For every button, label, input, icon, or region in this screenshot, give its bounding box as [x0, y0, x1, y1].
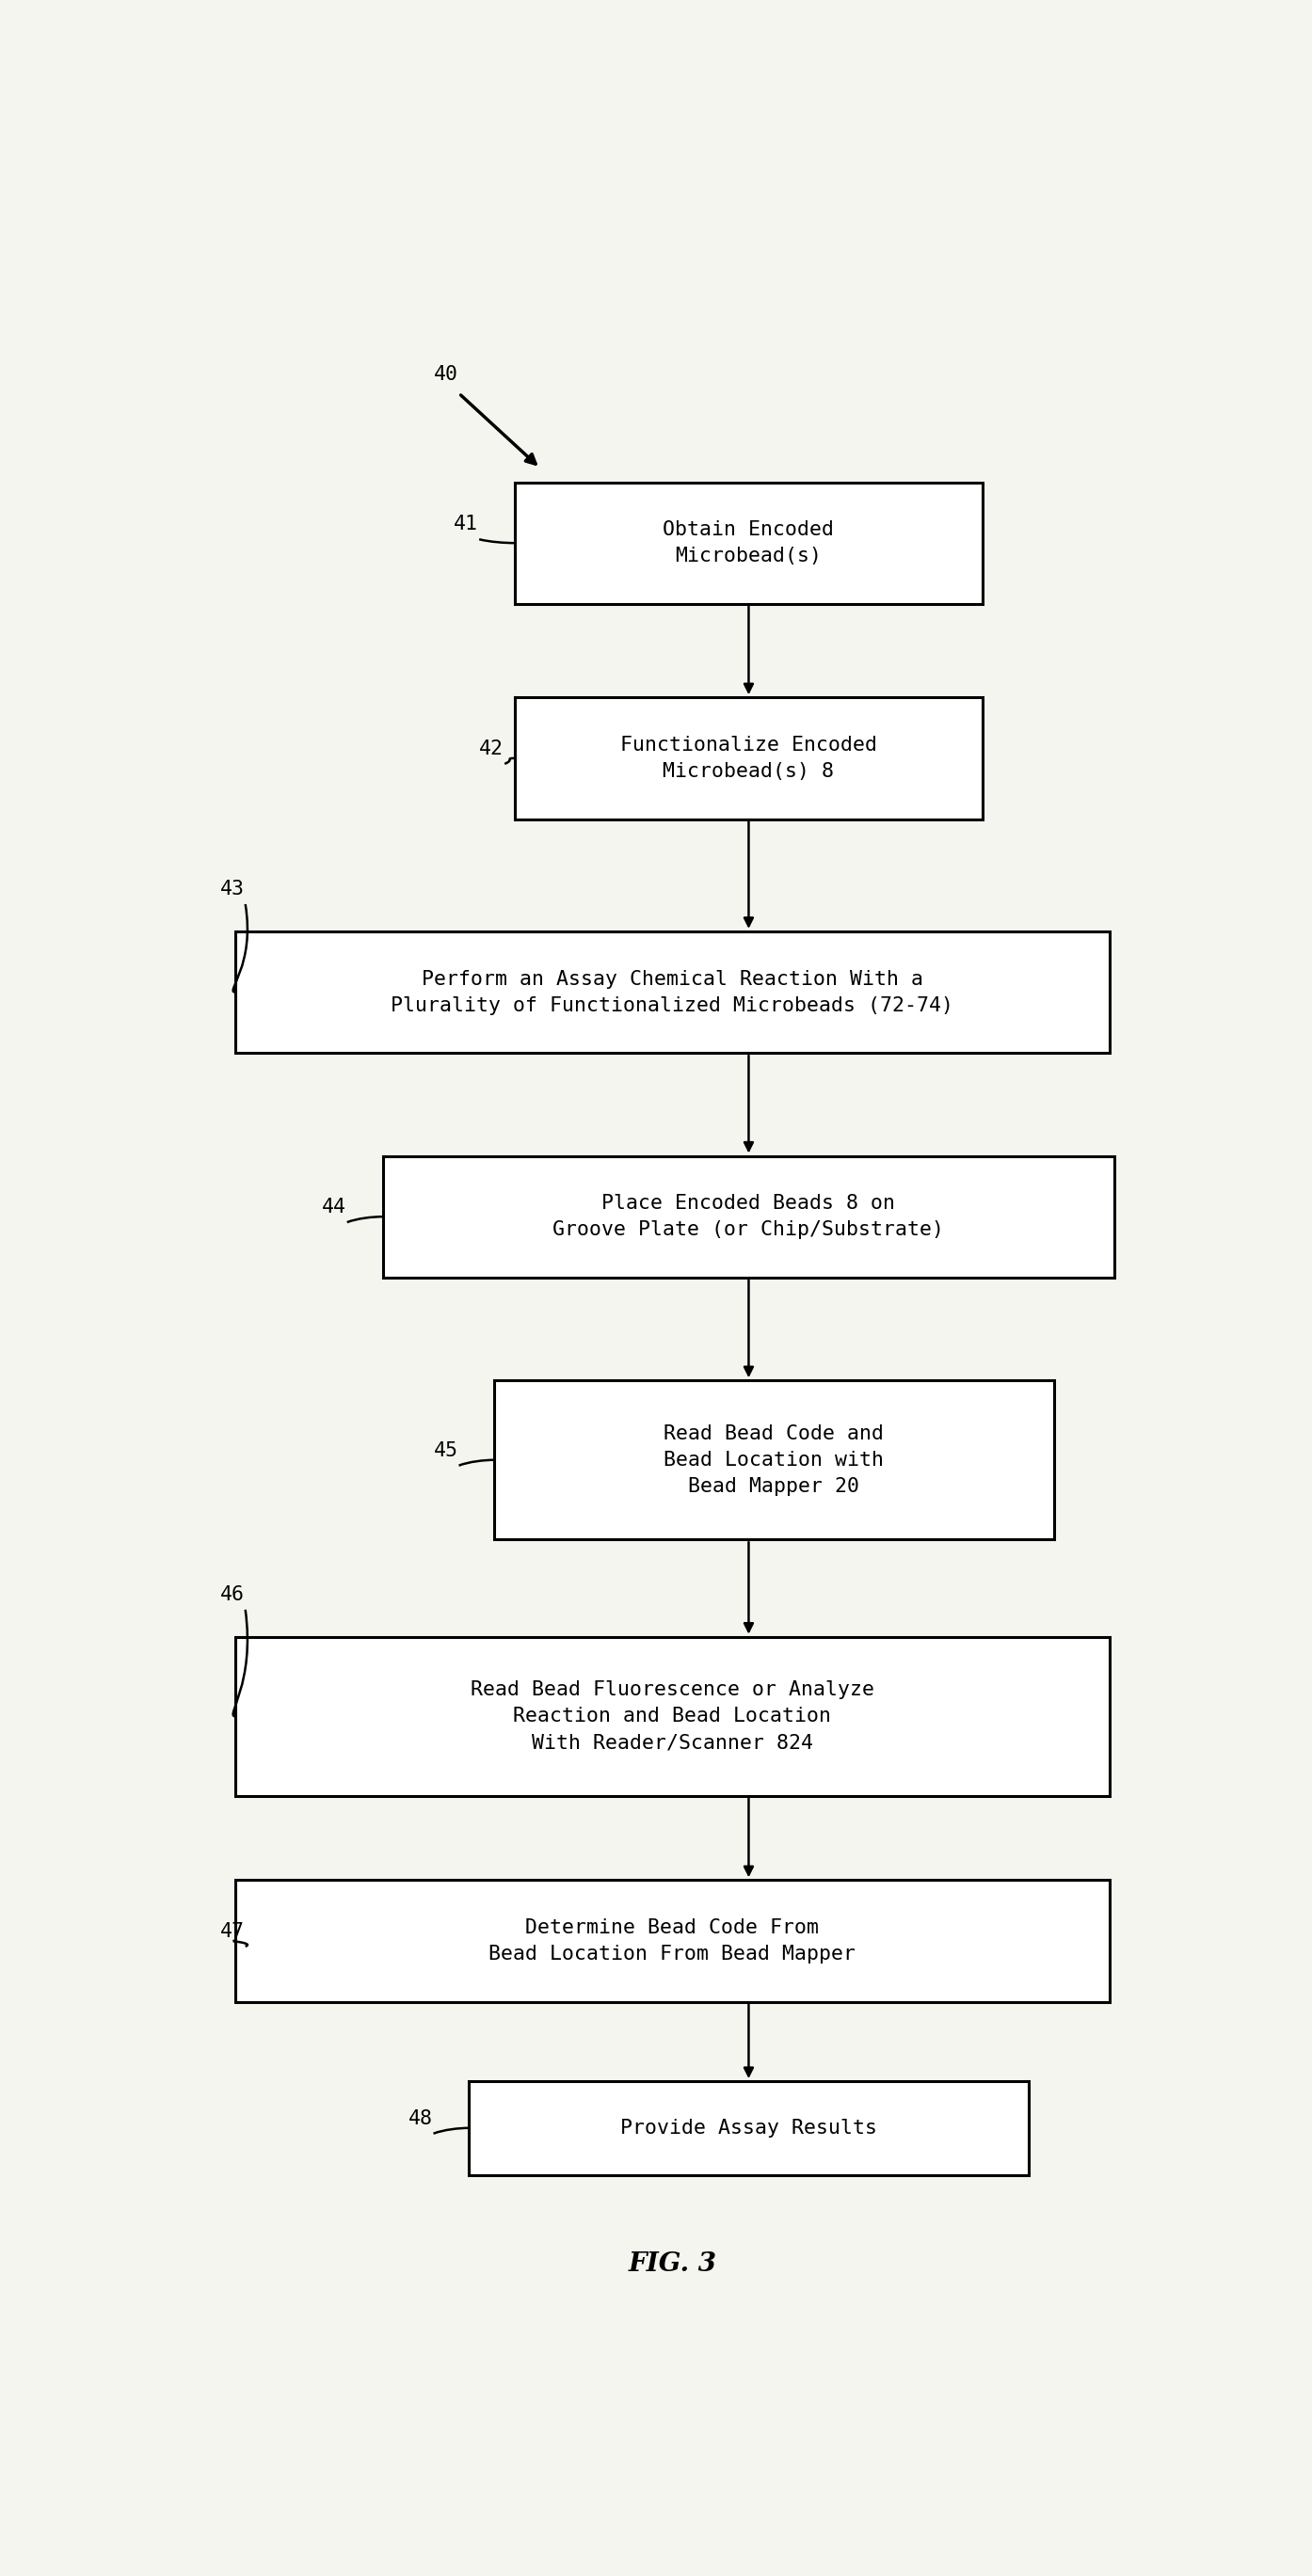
Text: 44: 44 [321, 1198, 346, 1216]
Text: Obtain Encoded
Microbead(s): Obtain Encoded Microbead(s) [663, 520, 834, 567]
Text: 43: 43 [220, 881, 244, 899]
Text: 40: 40 [433, 366, 458, 384]
Text: Determine Bead Code From
Bead Location From Bead Mapper: Determine Bead Code From Bead Location F… [489, 1919, 855, 1963]
Text: Provide Assay Results: Provide Assay Results [621, 2117, 878, 2138]
Text: 42: 42 [479, 739, 504, 757]
Text: Read Bead Fluorescence or Analyze
Reaction and Bead Location
With Reader/Scanner: Read Bead Fluorescence or Analyze Reacti… [471, 1680, 874, 1752]
Text: Read Bead Code and
Bead Location with
Bead Mapper 20: Read Bead Code and Bead Location with Be… [664, 1425, 884, 1497]
FancyBboxPatch shape [514, 698, 983, 819]
Text: 48: 48 [408, 2110, 433, 2128]
FancyBboxPatch shape [235, 933, 1110, 1054]
Text: 45: 45 [433, 1440, 458, 1461]
Text: Functionalize Encoded
Microbead(s) 8: Functionalize Encoded Microbead(s) 8 [621, 737, 878, 781]
FancyBboxPatch shape [383, 1157, 1115, 1278]
FancyBboxPatch shape [235, 1880, 1110, 2002]
FancyBboxPatch shape [514, 482, 983, 603]
FancyBboxPatch shape [495, 1381, 1054, 1540]
FancyBboxPatch shape [235, 1636, 1110, 1795]
FancyBboxPatch shape [470, 2081, 1029, 2174]
Text: 46: 46 [220, 1584, 244, 1605]
Text: Perform an Assay Chemical Reaction With a
Plurality of Functionalized Microbeads: Perform an Assay Chemical Reaction With … [391, 969, 954, 1015]
Text: FIG. 3: FIG. 3 [628, 2251, 716, 2277]
Text: 41: 41 [454, 515, 479, 533]
Text: 47: 47 [220, 1922, 244, 1940]
Text: Place Encoded Beads 8 on
Groove Plate (or Chip/Substrate): Place Encoded Beads 8 on Groove Plate (o… [552, 1195, 945, 1239]
